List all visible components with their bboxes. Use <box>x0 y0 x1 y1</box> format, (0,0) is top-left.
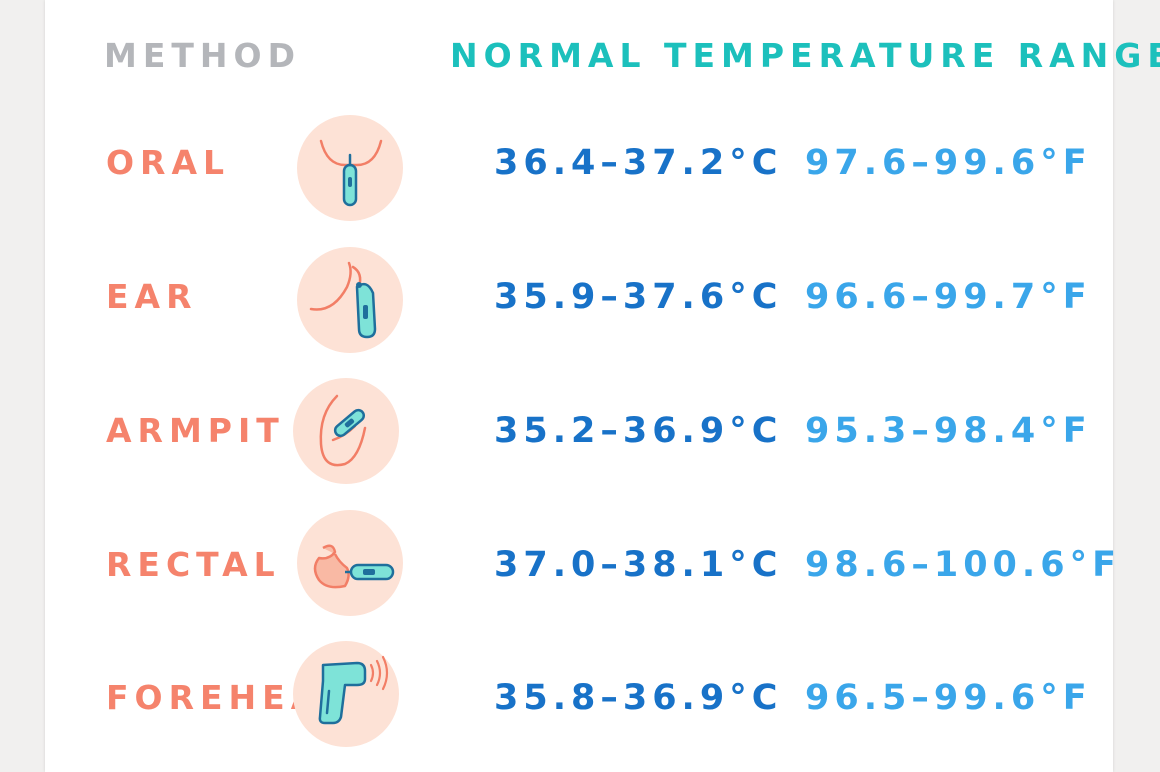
fahrenheit-range-ear: 96.6–99.7°F <box>805 277 1092 317</box>
fahrenheit-range-forehead: 96.5–99.6°F <box>805 678 1092 718</box>
method-label-armpit: ARMPIT <box>106 411 285 450</box>
method-label-rectal: RECTAL <box>106 545 281 584</box>
celsius-range-ear: 35.9–37.6°C <box>494 277 783 317</box>
fahrenheit-range-armpit: 95.3–98.4°F <box>805 411 1092 451</box>
celsius-range-oral: 36.4–37.2°C <box>494 143 783 183</box>
rectal-thermometer-icon <box>297 510 403 616</box>
celsius-range-rectal: 37.0–38.1°C <box>494 545 783 585</box>
method-label-ear: EAR <box>106 277 198 316</box>
armpit-thermometer-icon <box>293 378 399 484</box>
method-label-oral: ORAL <box>106 143 231 182</box>
celsius-range-armpit: 35.2–36.9°C <box>494 411 783 451</box>
fahrenheit-range-oral: 97.6–99.6°F <box>805 143 1092 183</box>
celsius-range-forehead: 35.8–36.9°C <box>494 678 783 718</box>
method-header: METHOD <box>104 36 301 75</box>
range-header: NORMAL TEMPERATURE RANGE <box>450 36 1160 75</box>
fahrenheit-range-rectal: 98.6–100.6°F <box>805 545 1121 585</box>
ear-thermometer-icon <box>297 247 403 353</box>
forehead-thermometer-icon <box>293 641 399 747</box>
oral-thermometer-icon <box>297 115 403 221</box>
temperature-card: METHOD NORMAL TEMPERATURE RANGE ORAL 36.… <box>45 0 1160 772</box>
